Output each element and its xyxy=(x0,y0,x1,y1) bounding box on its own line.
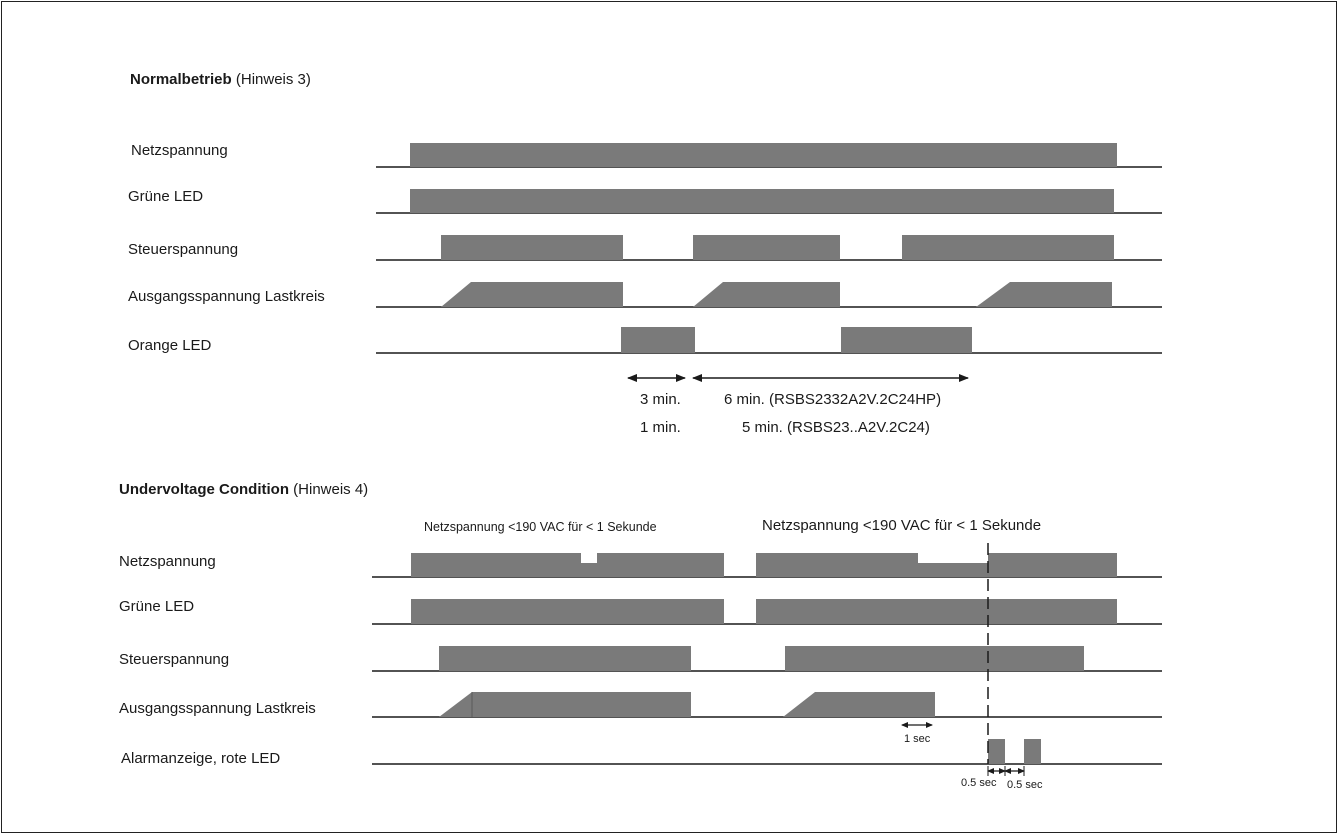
signal-dip-bar xyxy=(756,553,1117,577)
s2-track-alarmanzeige xyxy=(372,739,1162,765)
signal-high-bar xyxy=(410,143,1117,167)
s1-row-label-gruene-led: Grüne LED xyxy=(128,188,203,205)
signal-high-bar xyxy=(411,599,724,624)
section1-title: Normalbetrieb (Hinweis 3) xyxy=(130,71,311,88)
signal-ramp-bar xyxy=(783,692,935,717)
s2-row-label-netzspannung: Netzspannung xyxy=(119,553,216,570)
signal-high-bar xyxy=(756,599,1117,624)
signal-high-bar xyxy=(841,327,972,353)
signal-pulse-bar xyxy=(988,739,1005,764)
timing-0-5sec-b: 0.5 sec xyxy=(1007,779,1043,791)
signal-ramp-bar xyxy=(693,282,840,307)
timing-5min: 5 min. (RSBS23..A2V.2C24) xyxy=(742,419,930,436)
signal-dip-bar xyxy=(411,553,724,577)
signal-high-bar xyxy=(439,646,691,671)
timing-6min: 6 min. (RSBS2332A2V.2C24HP) xyxy=(724,391,941,408)
s2-note-right: Netzspannung <190 VAC für < 1 Sekunde xyxy=(762,517,1041,534)
s1-row-label-steuerspannung: Steuerspannung xyxy=(128,241,238,258)
timing-1sec: 1 sec xyxy=(904,733,931,745)
s2-note-left: Netzspannung <190 VAC für < 1 Sekunde xyxy=(424,520,657,534)
s1-row-label-orange-led: Orange LED xyxy=(128,337,212,354)
s2-track-ausgangsspannung xyxy=(372,692,1162,718)
s1-track-orange-led xyxy=(376,327,1162,354)
timing-0-5sec-a: 0.5 sec xyxy=(961,777,997,789)
s2-row-label-steuerspannung: Steuerspannung xyxy=(119,651,229,668)
signal-high-bar xyxy=(902,235,1114,260)
signal-high-bar xyxy=(785,646,1084,671)
s1-track-netzspannung xyxy=(376,143,1162,168)
s2-row-label-gruene-led: Grüne LED xyxy=(119,598,194,615)
signal-ramp-bar xyxy=(441,282,623,307)
s2-track-steuerspannung xyxy=(372,646,1162,672)
s1-track-ausgangsspannung xyxy=(376,282,1162,308)
s1-row-label-netzspannung: Netzspannung xyxy=(131,142,228,159)
s1-track-gruene-led xyxy=(376,189,1162,214)
signal-high-bar xyxy=(693,235,840,260)
s2-row-label-ausgangsspannung: Ausgangsspannung Lastkreis xyxy=(119,700,316,717)
s2-track-gruene-led xyxy=(372,599,1162,625)
signal-ramp-bar xyxy=(439,692,691,717)
s2-row-label-alarmanzeige: Alarmanzeige, rote LED xyxy=(121,750,280,767)
signal-high-bar xyxy=(441,235,623,260)
s1-track-steuerspannung xyxy=(376,235,1162,261)
s2-timing-arrows xyxy=(901,722,1025,776)
section2-title: Undervoltage Condition (Hinweis 4) xyxy=(119,481,368,498)
signal-high-bar xyxy=(410,189,1114,213)
timing-3min: 3 min. xyxy=(640,391,681,408)
signal-pulse-bar xyxy=(1024,739,1041,764)
s1-row-label-ausgangsspannung: Ausgangsspannung Lastkreis xyxy=(128,288,325,305)
s2-track-netzspannung xyxy=(372,553,1162,578)
signal-ramp-bar xyxy=(976,282,1112,307)
signal-high-bar xyxy=(621,327,695,353)
timing-1min: 1 min. xyxy=(640,419,681,436)
